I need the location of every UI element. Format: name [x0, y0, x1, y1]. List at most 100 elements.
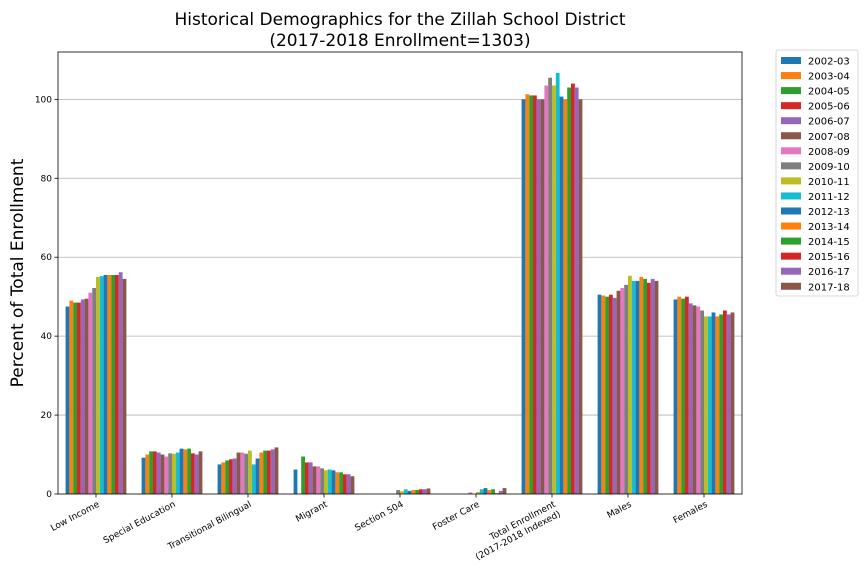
- x-ticks: Low Income Special EducationTransitional …: [49, 494, 710, 563]
- bar-2002-03-7: [597, 294, 602, 494]
- bar-2015-16-0: [115, 274, 119, 494]
- bar-2016-17-2: [270, 449, 275, 494]
- bar-2013-14-2: [259, 452, 264, 494]
- bar-2008-09-6: [544, 85, 549, 494]
- bar-2015-16-4: [419, 489, 423, 494]
- y-tick-label: 40: [41, 332, 53, 342]
- bar-2016-17-5: [498, 490, 503, 494]
- bar-2016-17-3: [346, 474, 351, 494]
- bar-2016-17-6: [574, 87, 579, 495]
- bar-2009-10-0: [92, 287, 96, 494]
- bar-2015-16-6: [571, 83, 575, 495]
- bar-2017-18-0: [122, 278, 127, 494]
- bar-2010-11-2: [248, 450, 252, 494]
- chart-title-line1: Historical Demographics for the Zillah S…: [174, 10, 625, 30]
- bar-2016-17-8: [726, 314, 731, 494]
- bar-2014-15-1: [187, 448, 191, 494]
- bar-2007-08-6: [540, 99, 545, 494]
- bar-2014-15-6: [567, 87, 571, 495]
- y-tick-label: 20: [41, 411, 53, 421]
- legend-swatch: [781, 102, 801, 110]
- legend-swatch: [781, 72, 801, 80]
- bar-2010-11-7: [628, 275, 632, 494]
- legend-label: 2004-05: [808, 87, 850, 98]
- bar-2015-16-8: [723, 310, 727, 494]
- bar-2007-08-2: [236, 452, 241, 494]
- x-tick-label: Low Income: [49, 500, 102, 534]
- bar-2013-14-5: [487, 490, 492, 494]
- bar-2004-05-3: [301, 456, 305, 494]
- bar-2002-03-0: [65, 306, 70, 494]
- legend-label: 2013-14: [808, 222, 850, 233]
- bar-2014-15-5: [491, 489, 495, 494]
- bar-2010-11-1: [172, 453, 176, 494]
- bar-2007-08-7: [616, 290, 621, 494]
- bar-2010-11-3: [324, 470, 328, 494]
- bar-2009-10-6: [548, 77, 552, 494]
- bar-2003-04-1: [145, 454, 150, 494]
- bar-2017-18-5: [502, 488, 507, 494]
- bar-2005-06-0: [77, 302, 81, 494]
- bar-2016-17-7: [650, 278, 655, 494]
- x-tick-label: Transitional Bilingual: [166, 500, 254, 553]
- bar-2013-14-8: [715, 316, 720, 494]
- legend-swatch: [781, 117, 801, 125]
- legend-swatch: [781, 87, 801, 95]
- bar-2002-03-6: [521, 99, 526, 494]
- bar-2004-05-1: [149, 451, 153, 494]
- bar-2017-18-3: [350, 476, 355, 494]
- bar-2011-12-5: [479, 489, 484, 494]
- bar-2017-18-6: [578, 99, 583, 494]
- bar-2003-04-8: [677, 296, 682, 494]
- legend-swatch: [781, 132, 801, 140]
- bar-2009-10-7: [624, 284, 628, 494]
- x-tick-label: Males: [606, 500, 634, 521]
- bar-2005-06-3: [305, 462, 309, 494]
- bar-2011-12-6: [555, 72, 560, 494]
- x-tick-label: Migrant: [294, 500, 330, 525]
- bar-2008-09-3: [316, 466, 321, 494]
- bar-2009-10-2: [244, 453, 248, 494]
- bar-2004-05-8: [681, 298, 685, 494]
- bar-2008-09-8: [696, 306, 701, 494]
- bar-2008-09-0: [88, 292, 93, 494]
- bar-2010-11-6: [552, 85, 556, 494]
- bar-2006-07-8: [688, 303, 693, 494]
- legend-swatch: [781, 222, 801, 230]
- bar-2004-05-6: [529, 95, 533, 495]
- bar-2016-17-0: [118, 272, 123, 494]
- bar-2008-09-7: [620, 287, 625, 494]
- bar-2008-09-1: [164, 456, 169, 494]
- bar-2004-05-7: [605, 296, 609, 494]
- bar-2015-16-2: [267, 450, 271, 494]
- bar-2011-12-1: [175, 452, 180, 494]
- bar-2017-18-2: [274, 447, 279, 494]
- bar-2007-08-0: [84, 298, 89, 494]
- bar-2017-18-4: [426, 488, 431, 494]
- bar-2002-03-1: [141, 457, 146, 494]
- bar-2009-10-1: [168, 453, 172, 494]
- y-tick-label: 0: [46, 490, 52, 500]
- bar-2013-14-3: [335, 472, 340, 494]
- bar-2006-07-1: [156, 452, 161, 494]
- bar-2006-07-7: [612, 297, 617, 494]
- legend-swatch: [781, 147, 801, 155]
- bar-2014-15-8: [719, 314, 723, 494]
- bar-2015-16-7: [647, 282, 651, 494]
- bar-2005-06-1: [153, 451, 157, 494]
- bar-2017-18-8: [730, 312, 735, 494]
- legend-label: 2002-03: [808, 57, 850, 68]
- bar-2014-15-3: [339, 472, 343, 494]
- y-tick-label: 100: [35, 95, 52, 105]
- bar-2008-09-2: [240, 452, 245, 494]
- legend-label: 2006-07: [808, 117, 850, 128]
- bar-2013-14-0: [107, 274, 112, 494]
- bar-2014-15-2: [263, 450, 267, 494]
- bar-2012-13-7: [635, 280, 640, 494]
- legend-label: 2011-12: [808, 192, 850, 203]
- bar-2012-13-4: [407, 490, 412, 494]
- bar-2010-11-0: [96, 276, 100, 494]
- x-tick-label: Section 504: [353, 500, 405, 534]
- legend-label: 2015-16: [808, 252, 850, 263]
- bar-2014-15-7: [643, 278, 647, 494]
